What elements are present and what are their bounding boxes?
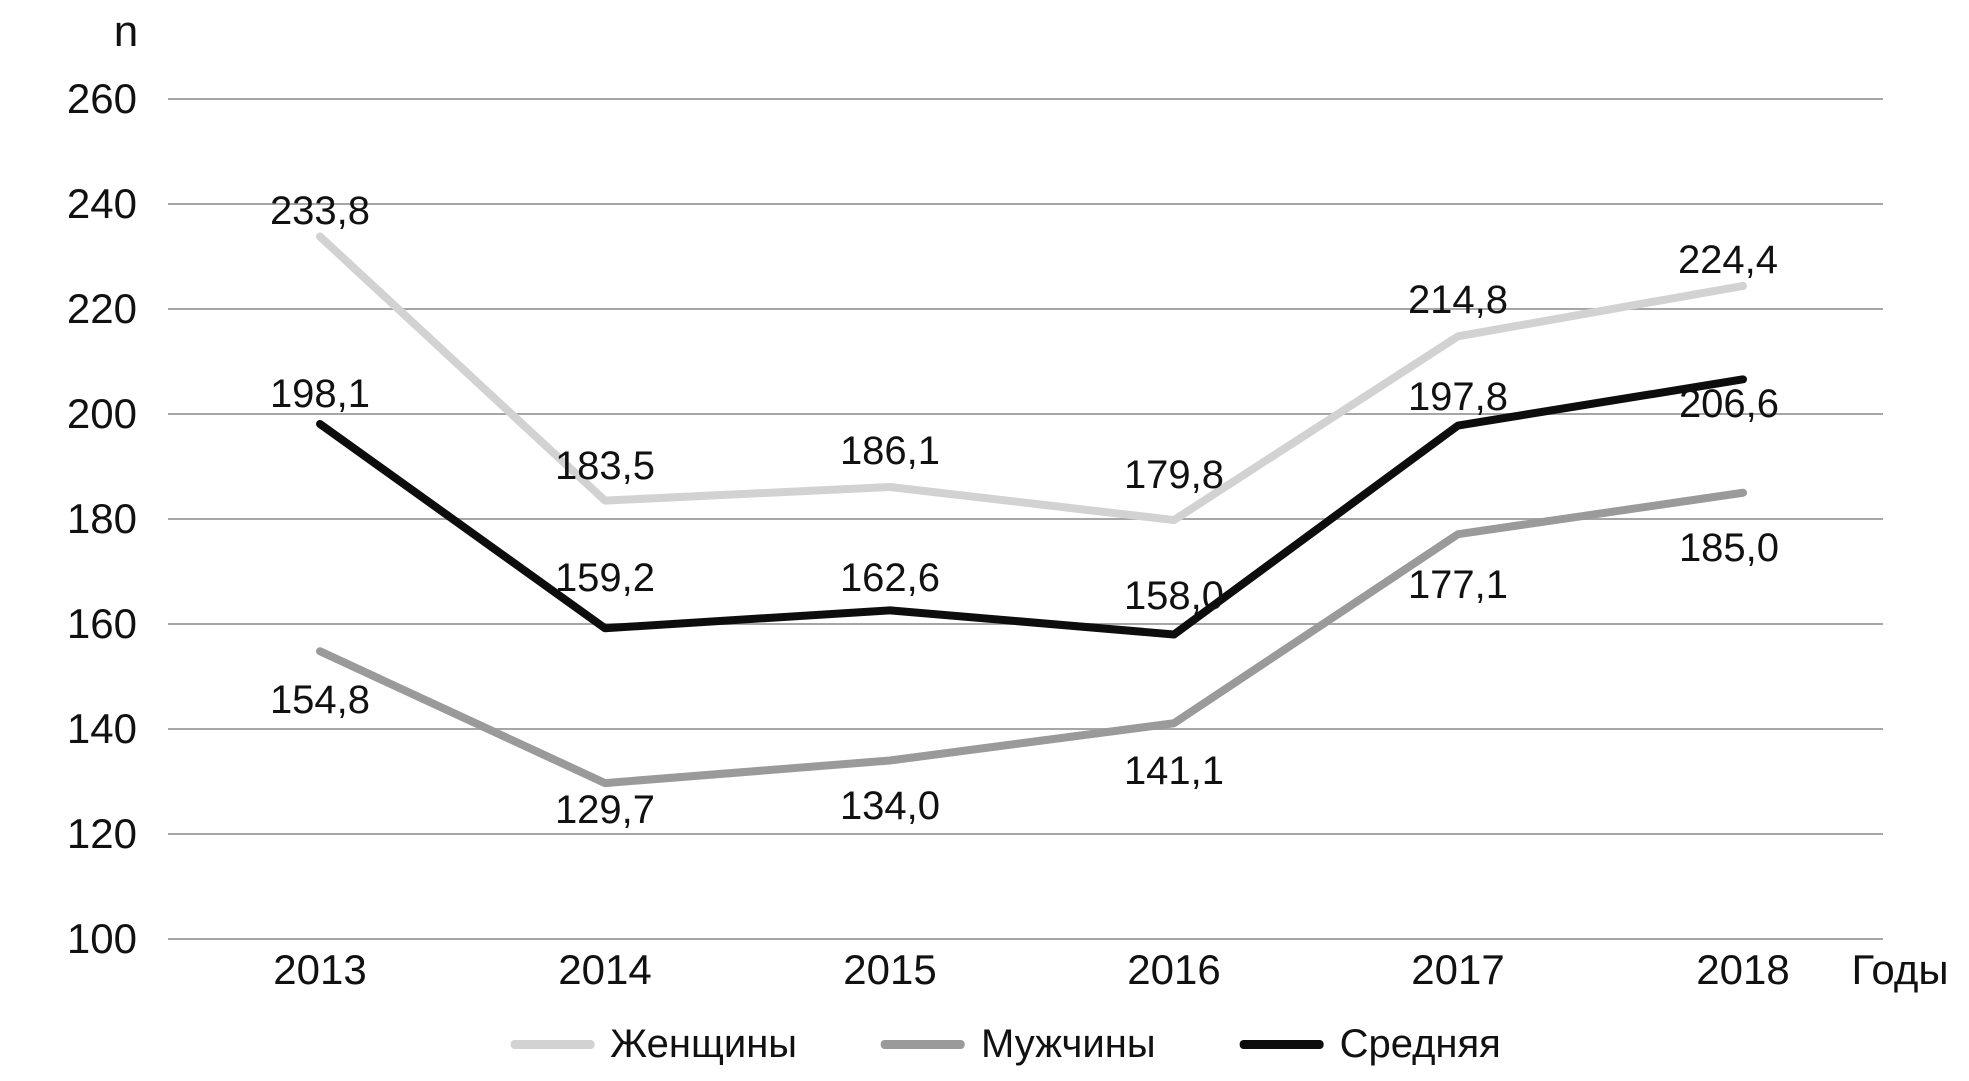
legend-item-men: Мужчины <box>881 1020 1156 1068</box>
legend-item-women: Женщины <box>510 1020 797 1068</box>
data-label-average: 198,1 <box>269 371 371 416</box>
x-tick-label: 2016 <box>1127 946 1221 993</box>
data-label-men: 154,8 <box>269 678 371 723</box>
legend-label-women: Женщины <box>610 1022 798 1066</box>
series-line-men <box>316 488 1747 788</box>
data-label-men: 141,1 <box>1123 749 1225 794</box>
y-tick-label: 200 <box>66 390 137 437</box>
x-tick-label: 2015 <box>843 946 937 993</box>
legend: Женщины Мужчины Средняя <box>510 1019 1501 1069</box>
y-tick-label: 100 <box>66 915 137 962</box>
y-axis-title: n <box>113 7 139 56</box>
data-label-average: 197,8 <box>1407 374 1509 419</box>
y-tick-label: 260 <box>66 75 137 122</box>
data-label-women: 214,8 <box>1407 278 1509 323</box>
legend-label-men: Мужчины <box>981 1022 1156 1066</box>
data-label-women: 233,8 <box>269 188 371 233</box>
data-label-women: 224,4 <box>1677 237 1779 282</box>
x-tick-label: 2018 <box>1696 946 1790 993</box>
data-label-women: 179,8 <box>1123 453 1225 498</box>
legend-swatch-women <box>510 1039 595 1049</box>
data-label-men: 129,7 <box>554 788 656 833</box>
data-label-average: 158,0 <box>1123 573 1225 618</box>
legend-swatch-men <box>881 1039 966 1049</box>
data-label-average: 162,6 <box>839 556 941 601</box>
y-tick-label: 180 <box>66 495 137 542</box>
legend-swatch-average <box>1239 1039 1324 1049</box>
data-label-average: 159,2 <box>554 556 656 601</box>
x-axis-title: Годы <box>1851 946 1949 993</box>
y-tick-label: 120 <box>66 810 137 857</box>
y-tick-label: 160 <box>66 600 137 647</box>
legend-item-average: Средняя <box>1239 1020 1501 1068</box>
series-line-women <box>316 232 1747 525</box>
legend-label-average: Средняя <box>1339 1022 1501 1066</box>
x-tick-label: 2017 <box>1411 946 1505 993</box>
x-tick-label: 2014 <box>558 946 652 993</box>
series-line-average <box>316 375 1747 639</box>
data-label-women: 186,1 <box>839 428 941 473</box>
y-tick-label: 140 <box>66 705 137 752</box>
data-label-men: 134,0 <box>839 783 941 828</box>
data-label-men: 185,0 <box>1678 525 1780 570</box>
x-tick-label: 2013 <box>273 946 367 993</box>
data-label-average: 206,6 <box>1678 382 1780 427</box>
y-tick-label: 220 <box>66 285 137 332</box>
y-tick-label: 240 <box>66 180 137 227</box>
data-label-women: 183,5 <box>554 443 656 488</box>
data-label-men: 177,1 <box>1407 563 1509 608</box>
